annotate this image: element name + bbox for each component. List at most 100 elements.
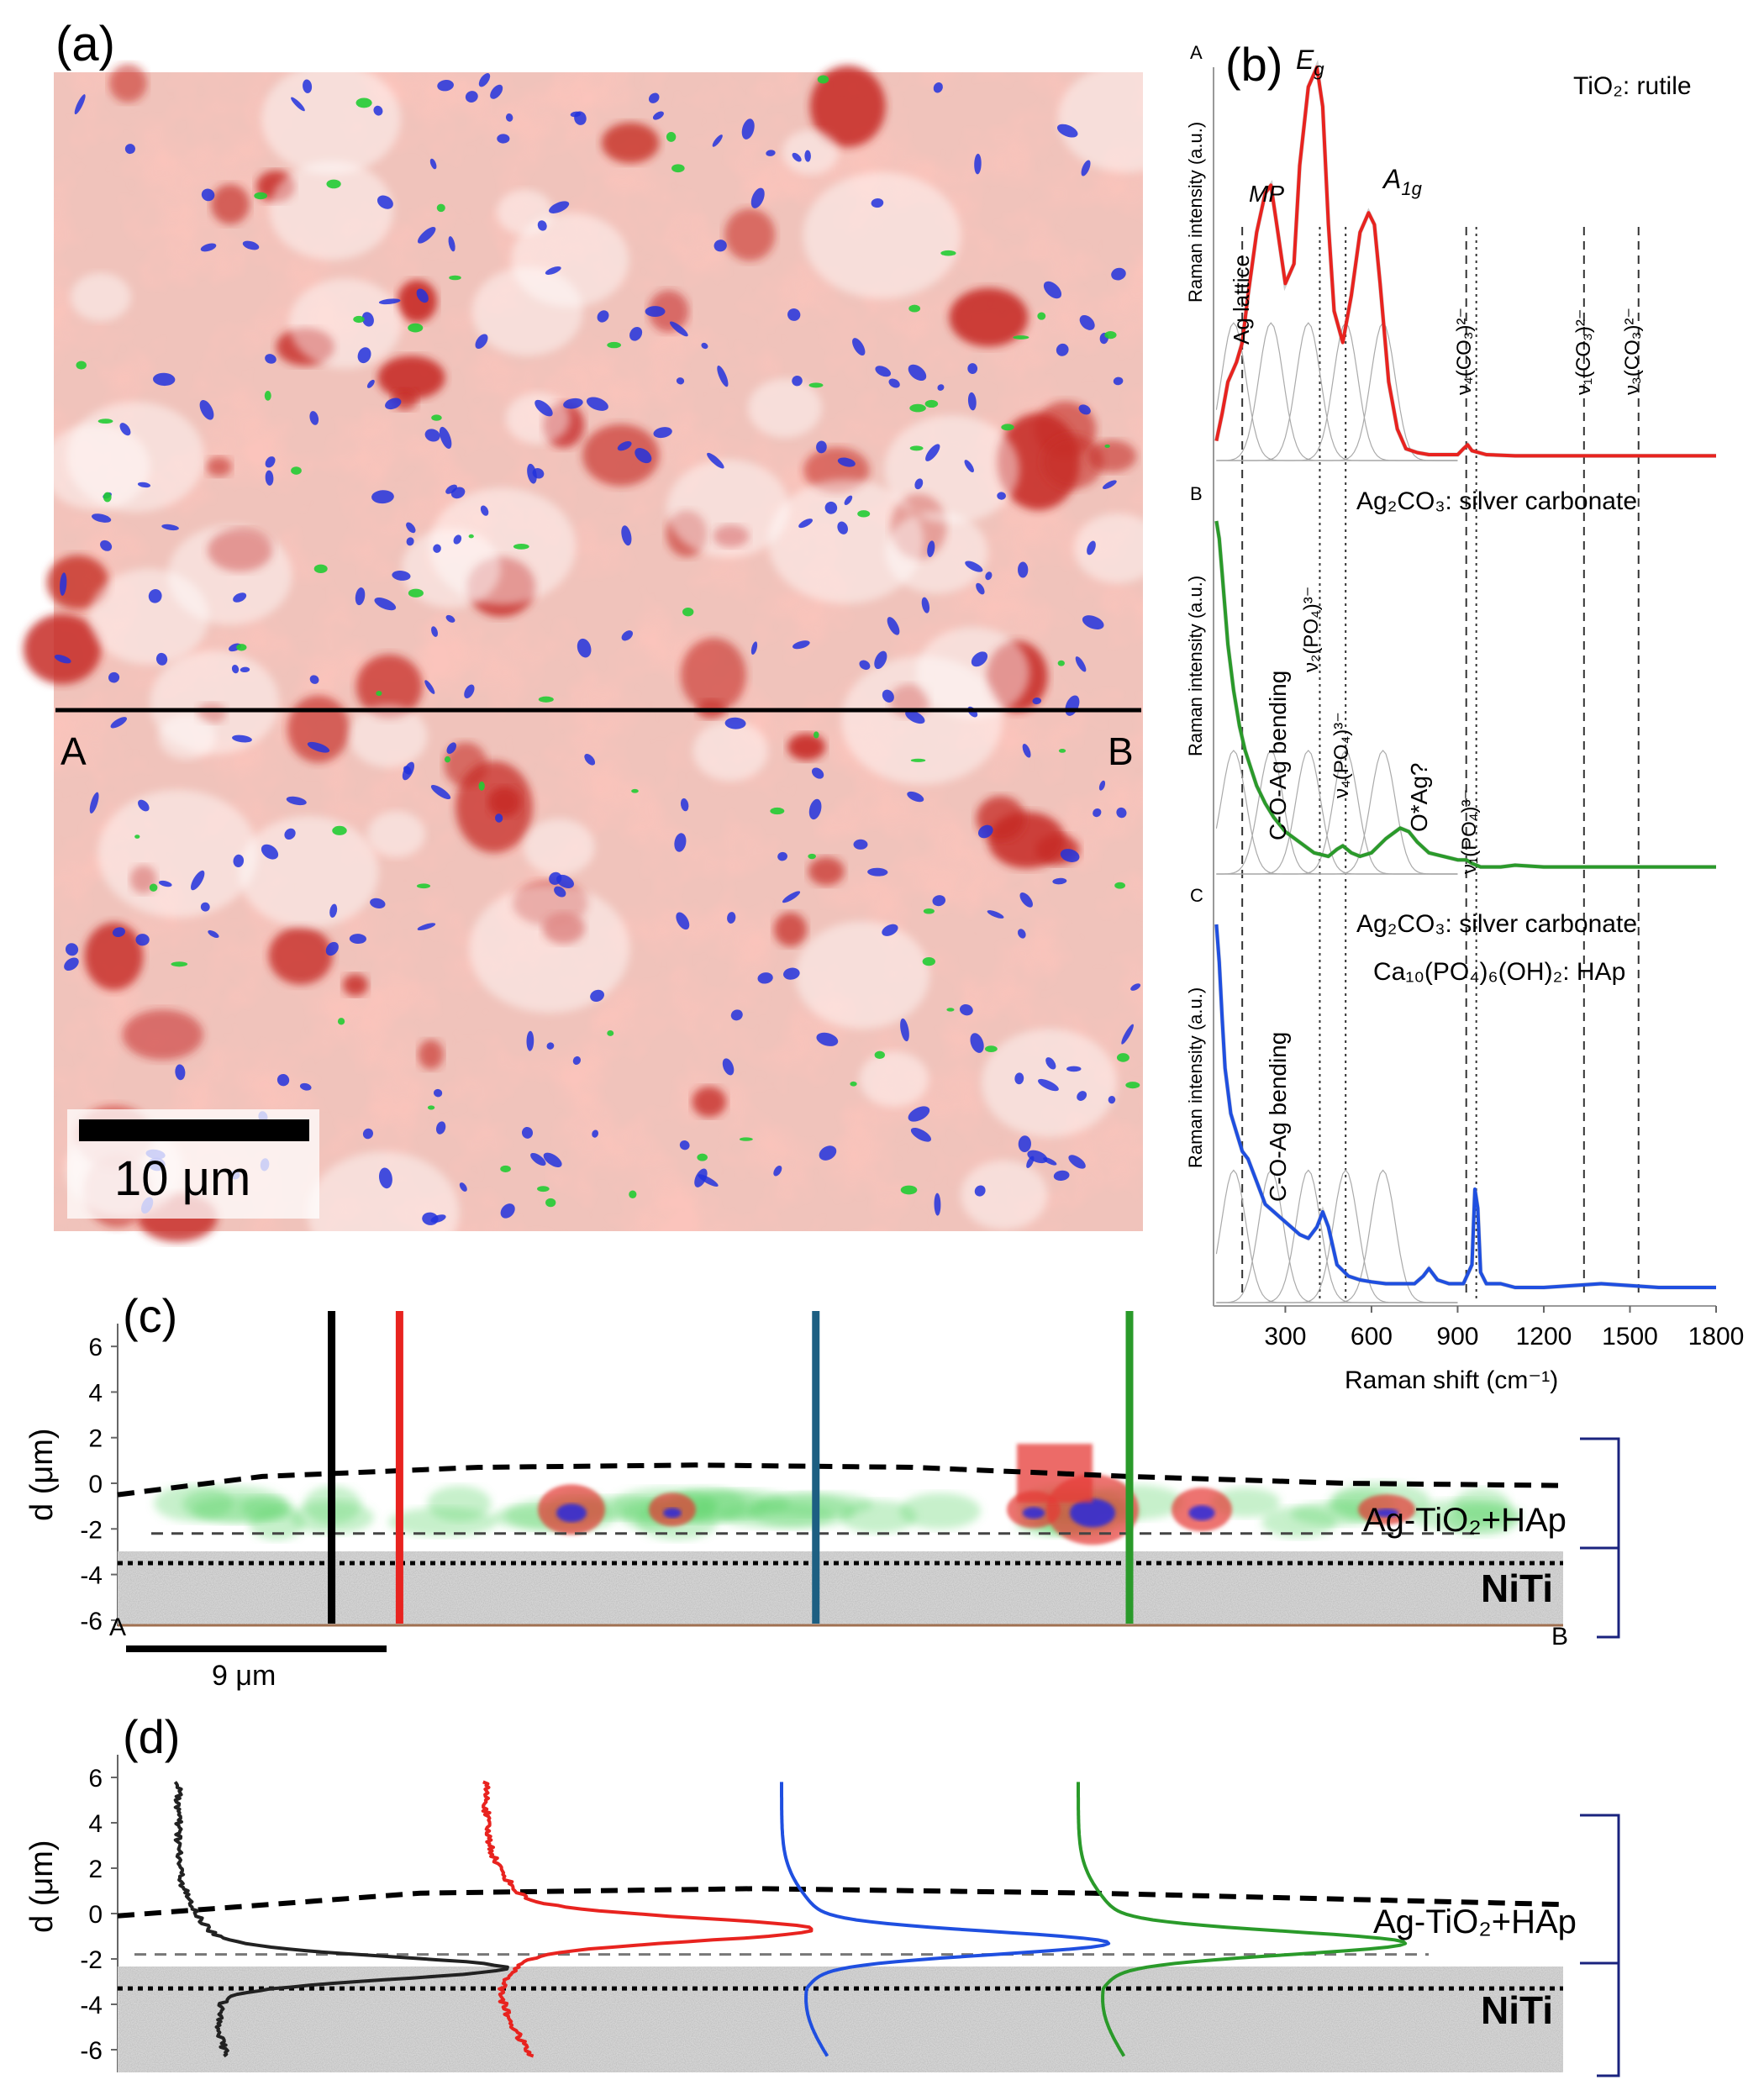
blue-spot <box>1130 983 1141 991</box>
blue-spot <box>932 895 946 907</box>
peak-label-eg: Eg <box>1296 45 1324 80</box>
depth-profile-blue <box>780 1782 1111 2057</box>
blue-spot <box>478 73 491 87</box>
green-spot <box>416 883 431 889</box>
blue-spot <box>329 903 338 918</box>
fit-component <box>1216 1169 1458 1303</box>
blue-spot <box>303 79 313 93</box>
blue-spot <box>232 734 252 743</box>
fit-component <box>1216 322 1458 461</box>
peak-label-coag-bending-b: C-O-Ag bending <box>1265 671 1291 840</box>
blue-spot <box>208 929 219 938</box>
green-spot <box>291 466 302 475</box>
red-domain <box>377 355 445 400</box>
green-spot <box>449 275 461 281</box>
blue-spot <box>417 227 436 244</box>
blue-spot <box>887 617 900 635</box>
c-y-axis-title: d (μm) <box>24 1428 60 1521</box>
blue-spot <box>1098 780 1106 791</box>
blue-spot <box>424 680 435 694</box>
green-spot <box>1001 424 1014 431</box>
y-tick-label: -4 <box>80 1562 103 1590</box>
blue-spot <box>1014 1072 1024 1085</box>
blue-spot <box>437 80 454 92</box>
white-domain <box>524 819 595 876</box>
green-spot <box>900 1185 918 1195</box>
white-domain <box>367 811 425 857</box>
spectrum-B <box>1214 520 1716 875</box>
y-tick-label: -2 <box>80 1946 103 1974</box>
x-axis-ticks: 300 600 900 1200 1500 1800 <box>1264 1306 1744 1351</box>
blue-spot <box>679 1140 690 1150</box>
blue-spot <box>959 1004 973 1016</box>
blue-spot <box>299 1082 312 1091</box>
white-domain <box>803 172 961 299</box>
green-spot <box>1116 1053 1129 1062</box>
blue-spot <box>621 525 632 546</box>
green-spot <box>908 304 921 313</box>
peak-label-v2-po4: ν₂(PO₄)³⁻ <box>1300 587 1323 672</box>
green-spot <box>264 390 271 401</box>
depth-profile-panel: (d) -6 -4 -2 0 2 4 6 d (μm) Ag-TiO₂+HAp NiTi <box>24 1710 1620 2077</box>
white-domain <box>885 511 988 594</box>
blue-blob <box>1374 1508 1399 1518</box>
blue-spot <box>722 1058 735 1076</box>
blue-spot <box>798 519 813 529</box>
title-A: TiO₂: rutile <box>1573 72 1692 100</box>
green-spot <box>513 543 529 550</box>
green-spot <box>326 179 341 189</box>
blue-spot <box>543 1152 562 1167</box>
green-blob <box>249 1507 305 1540</box>
white-domain <box>767 479 924 604</box>
peak-labels: Ag lattice MP Eg A1g ν₄(CO₃)²⁻ ν₁(CO₃)²⁻… <box>1229 45 1644 1202</box>
blue-spot <box>773 1165 782 1177</box>
blue-spot <box>914 478 924 490</box>
blue-spot <box>777 851 787 861</box>
blue-spot <box>727 912 736 924</box>
green-spot <box>1104 444 1110 448</box>
peak-label-v4-co3: ν₄(CO₃)²⁻ <box>1453 308 1476 395</box>
blue-spot <box>965 561 983 572</box>
ylabel-B: Raman intensity (a.u.) <box>1185 576 1206 756</box>
green-blob <box>749 1494 856 1529</box>
blue-spot <box>385 398 402 410</box>
y-tick-label: 2 <box>88 1425 103 1453</box>
blue-spot <box>424 429 440 442</box>
green-spot <box>629 1190 637 1199</box>
blue-spot <box>265 354 276 364</box>
spectrum-A <box>1214 59 1716 461</box>
blue-spot <box>707 452 724 469</box>
d-layer-label-coating: Ag-TiO₂+HAp <box>1373 1903 1577 1940</box>
green-spot <box>353 315 365 324</box>
green-spot <box>946 1008 955 1012</box>
blue-spot <box>89 792 99 813</box>
green-spot <box>355 97 372 108</box>
green-spot <box>817 75 829 84</box>
blue-spot <box>669 321 688 337</box>
blue-spot <box>1053 1170 1070 1181</box>
blue-spot <box>985 571 993 581</box>
blue-spot <box>416 288 429 303</box>
x-axis-title: Raman shift (cm⁻¹) <box>1345 1366 1558 1394</box>
red-domain <box>268 926 334 985</box>
fit-component <box>1216 1169 1458 1303</box>
blue-spot <box>526 1030 534 1051</box>
green-spot <box>910 758 926 762</box>
blue-spot <box>110 717 128 729</box>
red-domain <box>1087 440 1137 472</box>
blue-spot <box>392 571 411 581</box>
green-spot <box>814 731 819 739</box>
blue-spot <box>65 943 79 956</box>
green-spot <box>850 1081 857 1087</box>
blue-spot <box>307 741 330 753</box>
blue-spot <box>874 650 887 670</box>
blue-spot <box>286 796 307 806</box>
blue-spot <box>497 134 510 144</box>
blue-spot <box>837 457 856 467</box>
blue-spot <box>987 910 1004 919</box>
green-spot <box>76 361 87 370</box>
blue-spot <box>54 654 71 664</box>
title-C2: Ca₁₀(PO₄)₆(OH)₂: HAp <box>1373 958 1625 986</box>
red-domain <box>342 973 368 997</box>
blue-spot <box>905 710 925 724</box>
